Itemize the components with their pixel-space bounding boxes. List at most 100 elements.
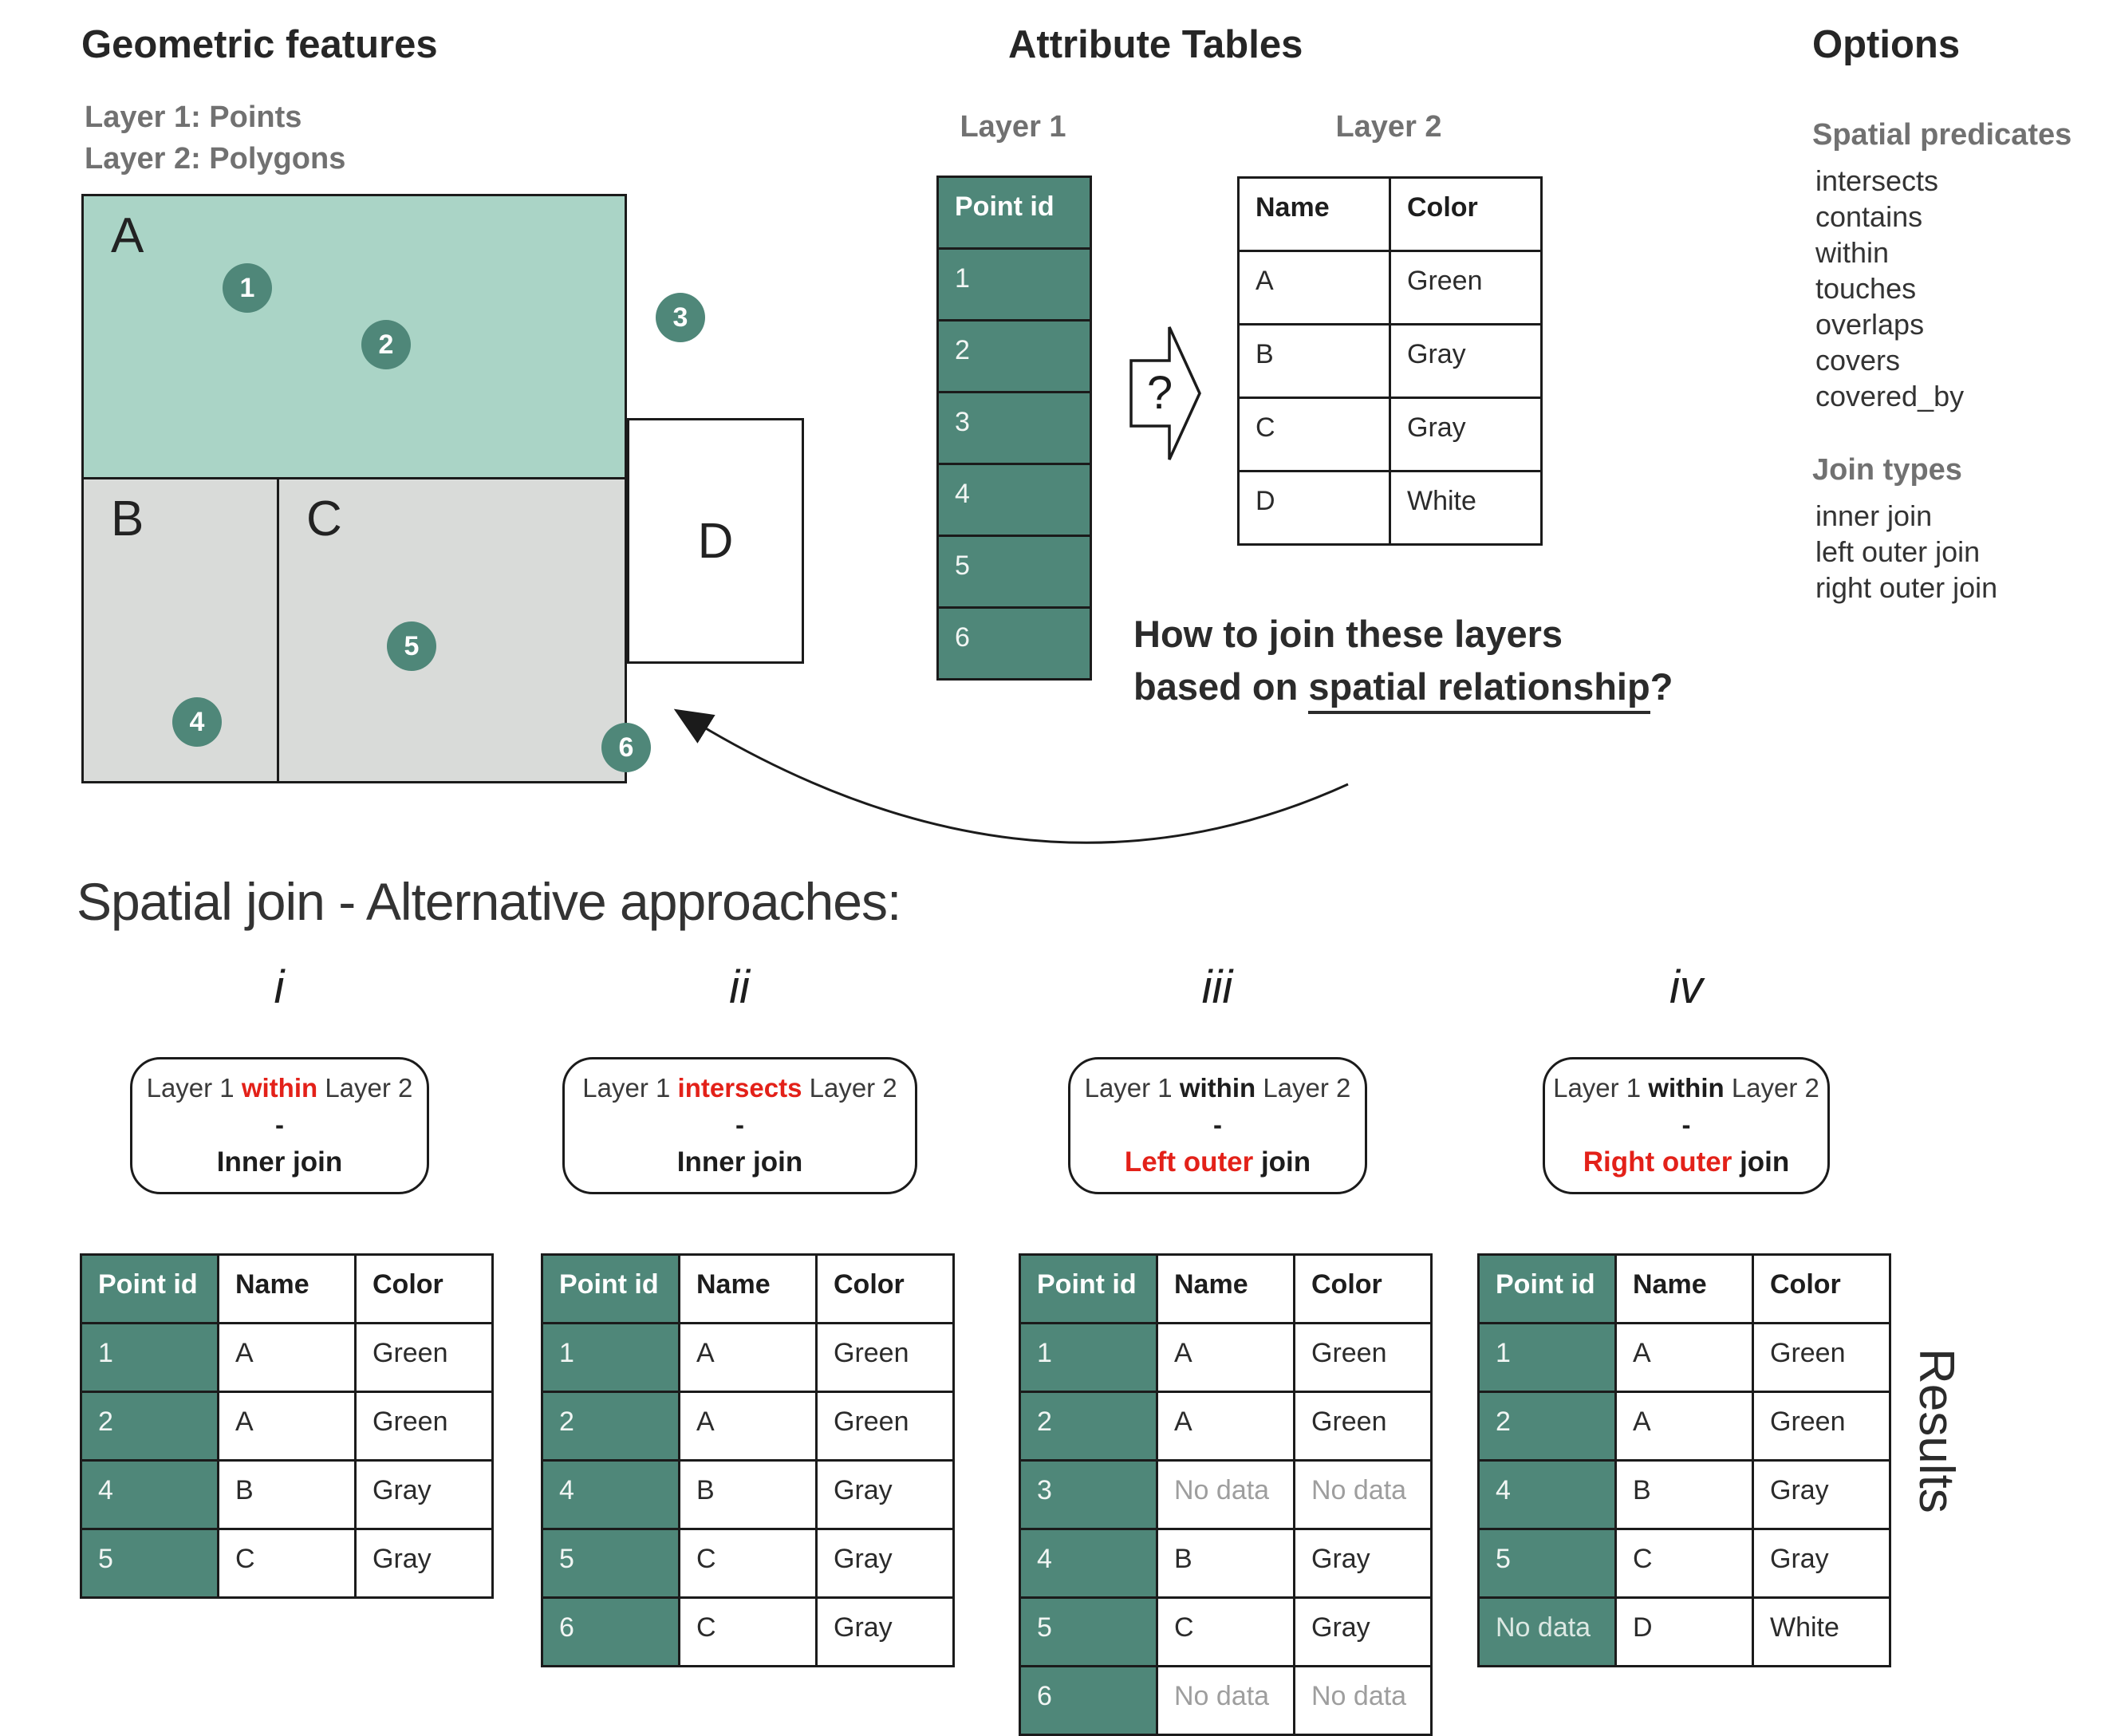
column-header: Name (1237, 176, 1391, 252)
table-cell: D (1614, 1596, 1754, 1667)
table-cell: A (678, 1322, 818, 1393)
table-cell: Green (815, 1322, 955, 1393)
table-row: 2 A Green (1477, 1391, 1891, 1462)
approach-expression: Layer 1 within Layer 2 (1084, 1073, 1351, 1103)
table-cell: Gray (1389, 397, 1543, 472)
table-row: A Green (1237, 250, 1543, 326)
table-cell: 5 (1477, 1528, 1617, 1599)
table-row: 3 No data No data (1019, 1459, 1433, 1530)
table-cell: A (1614, 1391, 1754, 1462)
join-types-title: Join types (1812, 453, 1962, 487)
table-cell: B (678, 1459, 818, 1530)
attribute-tables-title: Attribute Tables (1008, 23, 1303, 66)
table-cell: 4 (1019, 1528, 1158, 1599)
approach-join-type: Inner join (216, 1146, 343, 1178)
table-row: 3 (936, 391, 1092, 465)
table-cell: Gray (354, 1528, 494, 1599)
table-row: 2 A Green (541, 1391, 955, 1462)
column-header: Name (678, 1253, 818, 1324)
curved-arrow (673, 708, 1349, 844)
table-row: 5 C Gray (1019, 1596, 1433, 1667)
table-cell: B (217, 1459, 357, 1530)
table-row: 4 B Gray (1477, 1459, 1891, 1530)
list-item: touches (1815, 272, 1917, 305)
spatial-predicates-title: Spatial predicates (1812, 118, 2072, 152)
column-header: Point id (1019, 1253, 1158, 1324)
table-cell: 4 (541, 1459, 680, 1530)
result-table-i: Point id Name Color 1 A Green 2 A Green 4 B Gray 5 C G… (80, 1253, 494, 1599)
table-cell: Gray (354, 1459, 494, 1530)
dash-separator: - (1681, 1110, 1691, 1139)
table-row: 2 (936, 319, 1092, 393)
approach-numeral-iv: iv (1669, 961, 1703, 1013)
table-cell: 2 (541, 1391, 680, 1462)
table-row: 4 B Gray (541, 1459, 955, 1530)
table-row: 5 C Gray (1477, 1528, 1891, 1599)
column-header: Point id (541, 1253, 680, 1324)
table-cell: C (678, 1528, 818, 1599)
table-row: 4 B Gray (1019, 1528, 1433, 1599)
table-cell: C (217, 1528, 357, 1599)
layer2-attribute-table: Name Color A Green B Gray C Gray D White (1237, 176, 1543, 546)
table-cell: Gray (815, 1528, 955, 1599)
table-row: 4 B Gray (80, 1459, 494, 1530)
column-header: Color (815, 1253, 955, 1324)
list-item: covers (1815, 344, 1901, 377)
approach-expression: Layer 1 intersects Layer 2 (582, 1073, 897, 1103)
table-cell: C (1156, 1596, 1295, 1667)
approach-numeral-i: i (274, 961, 285, 1013)
polygon-a: A (81, 194, 627, 479)
table-cell: B (1237, 323, 1391, 399)
column-header: Color (354, 1253, 494, 1324)
approach-join-type: Inner join (676, 1146, 803, 1178)
table-cell: Gray (815, 1596, 955, 1667)
question-line-2: based on spatial relationship? (1133, 661, 1756, 714)
table-cell: Green (1293, 1322, 1433, 1393)
point-1: 1 (223, 263, 272, 313)
table-cell: 5 (1019, 1596, 1158, 1667)
table-cell: Green (1752, 1391, 1891, 1462)
approach-join-type: Right outer join (1583, 1146, 1790, 1178)
table: Point id Name Color 1 A Green 2 A Green 4 B Gray 5 C G… (1477, 1253, 1891, 1667)
table-row: 6 No data No data (1019, 1665, 1433, 1736)
table-row: B Gray (1237, 323, 1543, 399)
table-cell: 1 (1477, 1322, 1617, 1393)
table-cell: 2 (1019, 1391, 1158, 1462)
table-row: 2 A Green (1019, 1391, 1433, 1462)
table-row: 1 A Green (1019, 1322, 1433, 1393)
table-cell: A (217, 1322, 357, 1393)
table-cell: Green (354, 1322, 494, 1393)
table-row: 1 A Green (1477, 1322, 1891, 1393)
table: Point id Name Color 1 A Green 2 A Green 4 B Gray 5 C G… (80, 1253, 494, 1599)
table-cell: 5 (936, 535, 1092, 609)
table-cell: 4 (1477, 1459, 1617, 1530)
approach-box-iii: Layer 1 within Layer 2 - Left outer join (1068, 1057, 1367, 1194)
question-line-1: How to join these layers (1133, 613, 1563, 655)
column-header: Point id (936, 176, 1092, 250)
results-label: Results (1909, 1348, 1964, 1513)
table-cell: 5 (541, 1528, 680, 1599)
approach-numeral-iii: iii (1201, 961, 1233, 1013)
underlined-phrase: spatial relationship (1308, 665, 1650, 714)
result-table-iii: Point id Name Color 1 A Green 2 A Green 3 No data N… (1019, 1253, 1433, 1736)
table-cell: C (678, 1596, 818, 1667)
list-item: inner join (1815, 499, 1933, 532)
table-cell: Green (815, 1391, 955, 1462)
approach-box-ii: Layer 1 intersects Layer 2 - Inner join (562, 1057, 917, 1194)
layer1-points-subtitle: Layer 1: Points (85, 101, 302, 134)
table-cell: 6 (541, 1596, 680, 1667)
approach-expression: Layer 1 within Layer 2 (1553, 1073, 1819, 1103)
column-header: Name (217, 1253, 357, 1324)
table-cell: Gray (1293, 1596, 1433, 1667)
table-cell: D (1237, 470, 1391, 546)
spatial-join-section-title: Spatial join - Alternative approaches: (77, 872, 901, 931)
dash-separator: - (275, 1110, 284, 1139)
table-cell: Green (1752, 1322, 1891, 1393)
table: Point id Name Color 1 A Green 2 A Green 3 No data N… (1019, 1253, 1433, 1736)
table-cell: 2 (80, 1391, 219, 1462)
column-header: Color (1389, 176, 1543, 252)
table-cell: No data (1156, 1665, 1295, 1736)
point-5: 5 (387, 621, 436, 671)
table-row: 2 A Green (80, 1391, 494, 1462)
